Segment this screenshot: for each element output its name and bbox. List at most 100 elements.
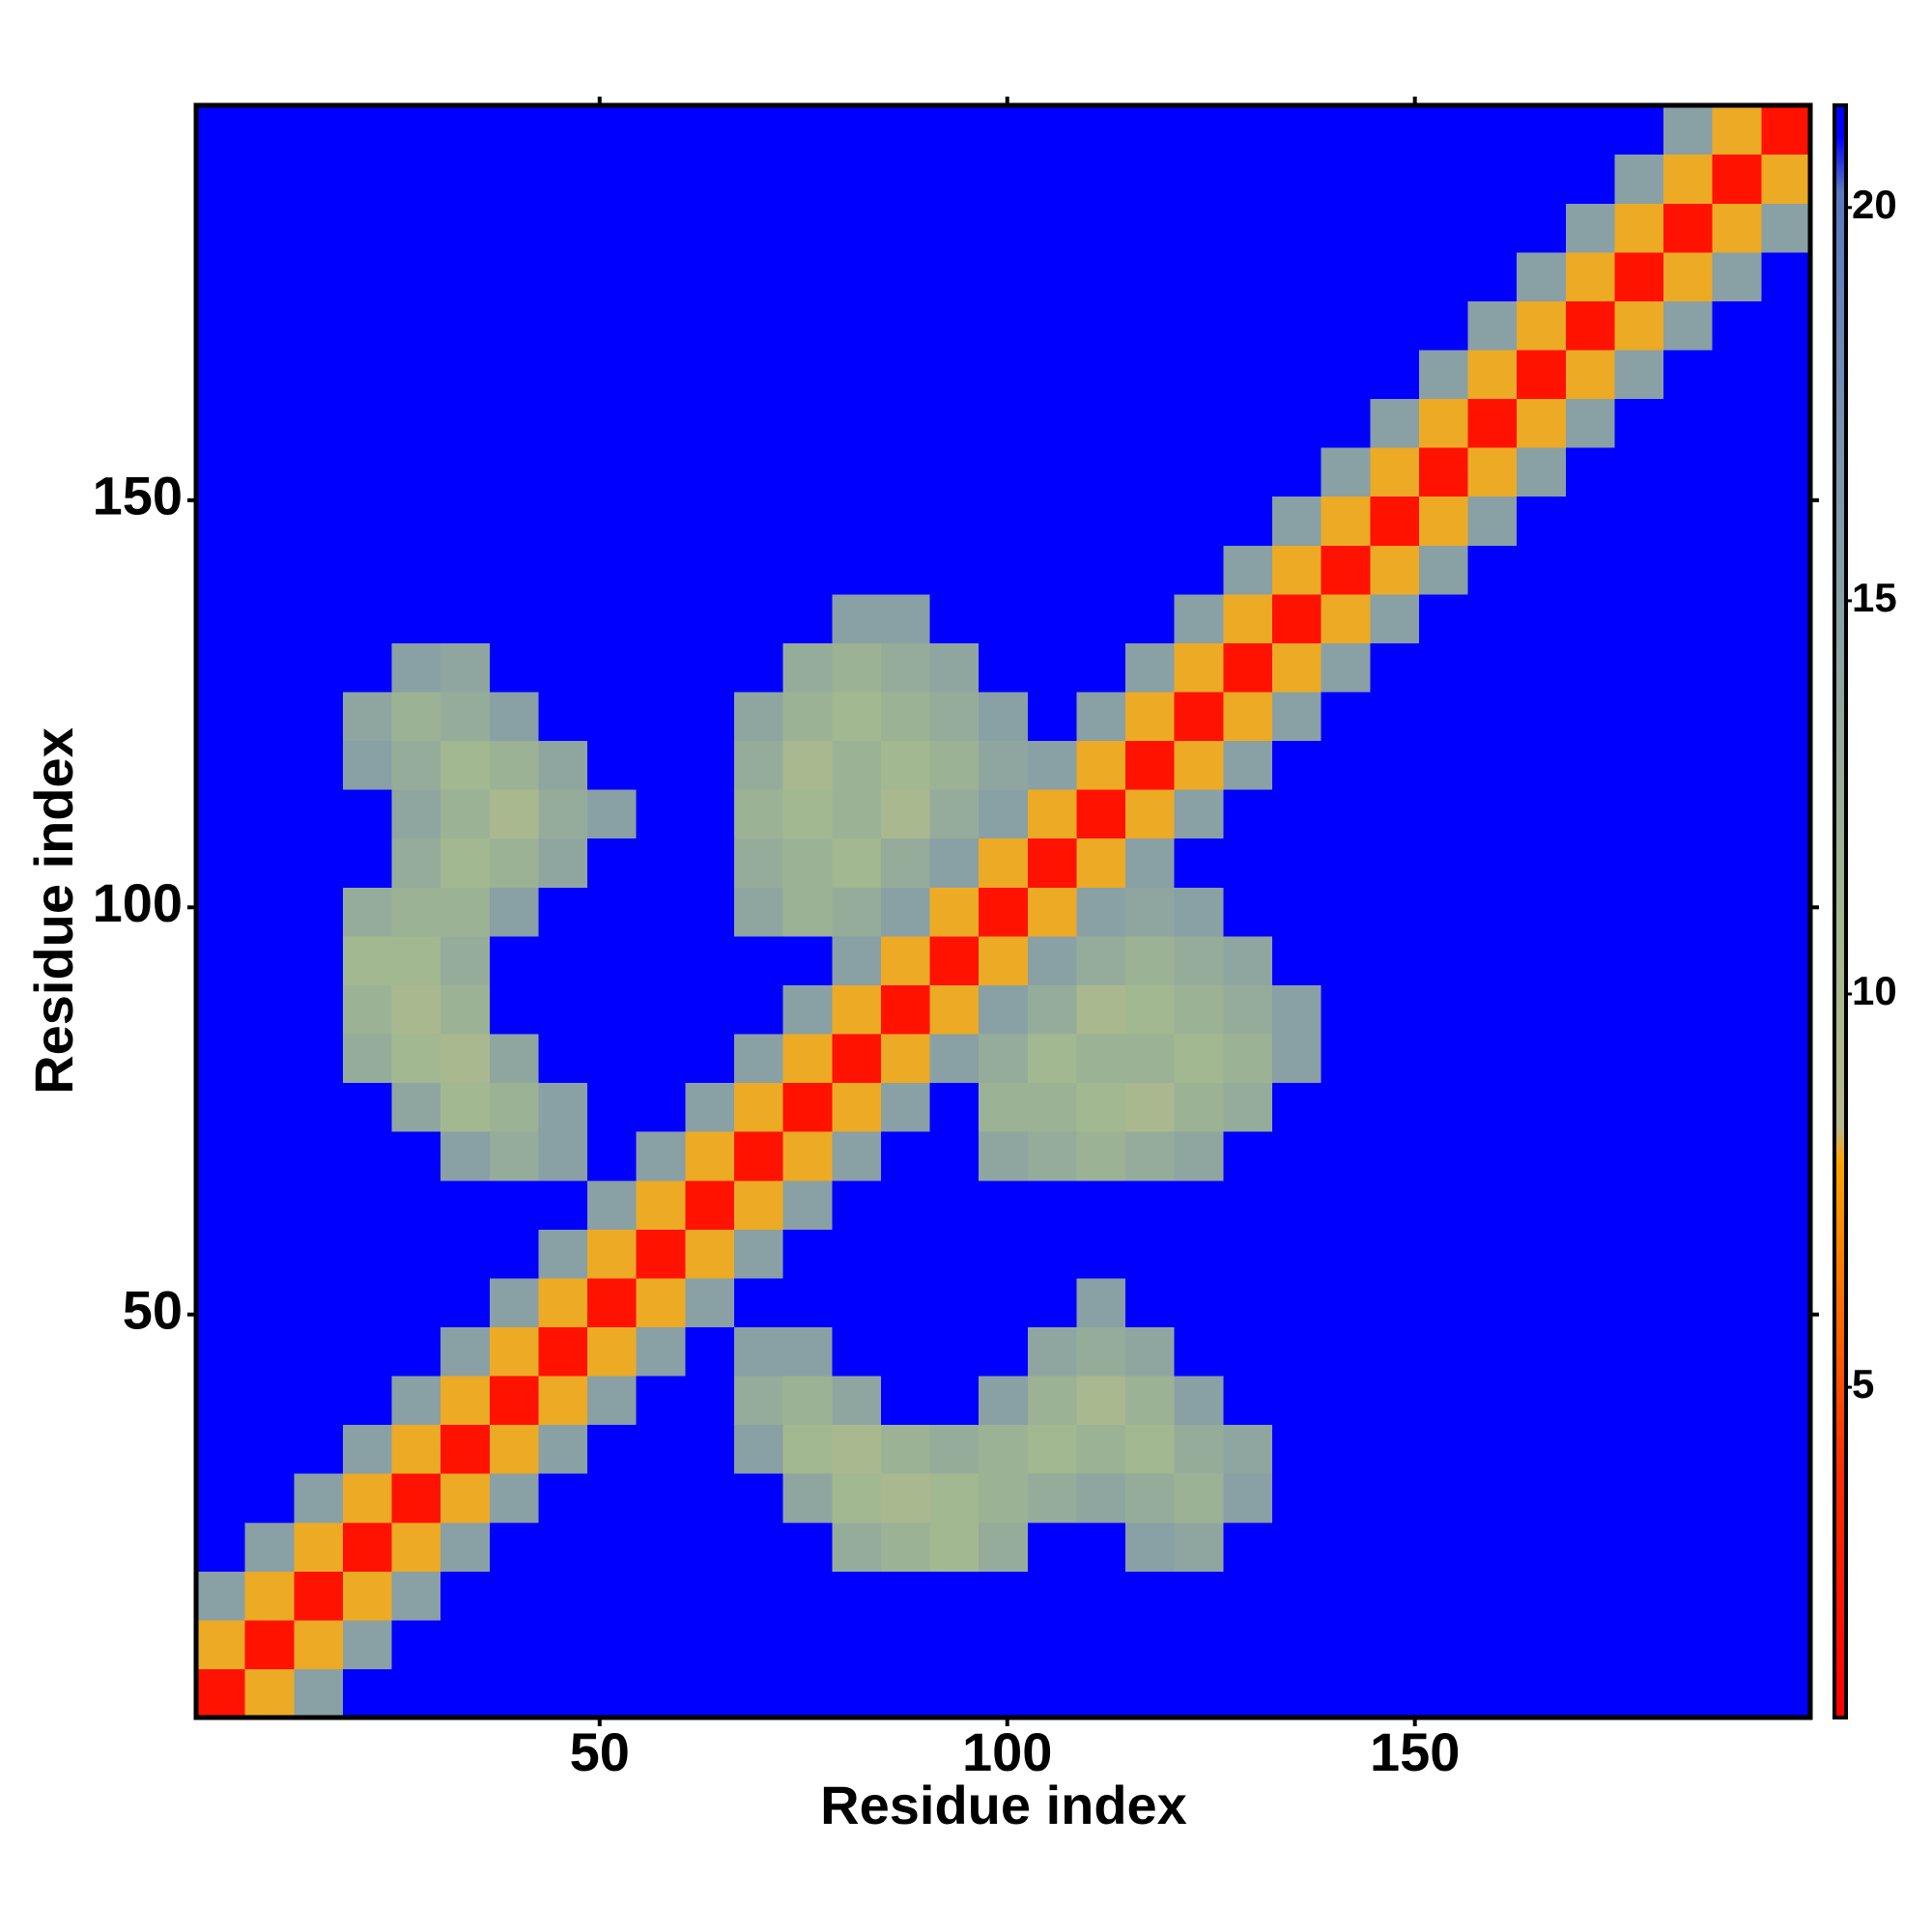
heat-cell <box>587 1619 638 1670</box>
heat-cell <box>734 984 784 1035</box>
heat-cell <box>929 984 980 1035</box>
heat-cell <box>294 447 344 497</box>
heat-cell <box>1272 1131 1322 1181</box>
heat-cell <box>1076 593 1126 643</box>
heat-cell <box>391 789 441 839</box>
heat-cell <box>1565 1326 1616 1377</box>
heat-cell <box>1223 1668 1273 1719</box>
heat-cell <box>979 1277 1029 1327</box>
heat-cell <box>685 593 735 643</box>
heat-cell <box>1663 203 1714 253</box>
heat-cell <box>587 1668 638 1719</box>
heat-cell <box>587 545 638 595</box>
heat-cell <box>244 1571 295 1621</box>
heat-cell <box>1761 398 1811 448</box>
heat-cell <box>342 203 393 253</box>
heat-cell <box>685 1082 735 1132</box>
heat-cell <box>1418 1619 1469 1670</box>
heat-cell <box>1418 1668 1469 1719</box>
heat-cell <box>1663 1131 1714 1181</box>
heat-cell <box>342 1326 393 1377</box>
heat-cell <box>1125 789 1176 839</box>
heat-cell <box>538 740 588 790</box>
heat-cell <box>734 1082 784 1132</box>
heat-cell <box>1467 593 1518 643</box>
heat-cell <box>1663 1424 1714 1474</box>
heat-cell <box>196 1375 246 1426</box>
heat-cell <box>636 593 686 643</box>
heat-cell <box>685 642 735 693</box>
heat-cell <box>1076 1375 1126 1426</box>
heat-cell <box>1027 1424 1078 1474</box>
heat-cell <box>1614 105 1664 156</box>
heat-cell <box>587 1131 638 1181</box>
heat-cell <box>538 1424 588 1474</box>
heat-cell <box>979 398 1029 448</box>
colorbar-tick-label: 20 <box>1852 182 1897 227</box>
heat-cell <box>929 447 980 497</box>
heat-cell <box>1565 1521 1616 1572</box>
heat-cell <box>244 251 295 301</box>
heat-cell <box>1076 1277 1126 1327</box>
heat-cell <box>880 1571 931 1621</box>
heat-cell <box>1370 1668 1420 1719</box>
heat-cell <box>1517 1668 1567 1719</box>
heat-cell <box>1223 1179 1273 1230</box>
heat-cell <box>1565 349 1616 400</box>
heat-cell <box>1467 1668 1518 1719</box>
heat-cell <box>1663 1033 1714 1084</box>
heat-cell <box>1223 1571 1273 1621</box>
heat-cell <box>440 1424 491 1474</box>
heat-cell <box>1272 203 1322 253</box>
heat-cell <box>1565 1179 1616 1230</box>
heat-cell <box>1517 1277 1567 1327</box>
heat-cell <box>1712 1082 1762 1132</box>
heat-cell <box>929 398 980 448</box>
heat-cell <box>979 1326 1029 1377</box>
heat-cell <box>1565 740 1616 790</box>
heat-cell <box>1467 300 1518 351</box>
heat-cell <box>636 984 686 1035</box>
heat-cell <box>1174 691 1224 742</box>
heat-cell <box>685 1619 735 1670</box>
heat-cell <box>1321 984 1371 1035</box>
heat-cell <box>1614 1668 1664 1719</box>
heat-cell <box>294 935 344 985</box>
heat-cell <box>1174 887 1224 937</box>
heat-cell <box>1027 349 1078 400</box>
heat-cell <box>782 642 833 693</box>
heat-cell <box>196 691 246 742</box>
heat-cell <box>1223 593 1273 643</box>
heat-cell <box>1614 203 1664 253</box>
heat-cell <box>979 1668 1029 1719</box>
heat-cell <box>685 1179 735 1230</box>
heat-cell <box>1712 691 1762 742</box>
heat-cell <box>587 887 638 937</box>
heat-cell <box>929 349 980 400</box>
heat-cell <box>1370 1179 1420 1230</box>
heat-cell <box>685 1326 735 1377</box>
heat-cell <box>636 398 686 448</box>
heat-cell <box>734 1229 784 1279</box>
heat-cell <box>538 300 588 351</box>
heat-cell <box>782 1424 833 1474</box>
heat-cell <box>1565 203 1616 253</box>
heat-cell <box>1370 300 1420 351</box>
heat-cell <box>1614 447 1664 497</box>
heat-cell <box>1272 1375 1322 1426</box>
heat-cell <box>1223 1521 1273 1572</box>
heat-cell <box>244 398 295 448</box>
heat-cell <box>636 789 686 839</box>
heat-cell <box>685 496 735 546</box>
heat-cell <box>1027 789 1078 839</box>
heat-cell <box>832 349 882 400</box>
heat-cell <box>294 1375 344 1426</box>
heat-cell <box>489 789 540 839</box>
heat-cell <box>342 1521 393 1572</box>
heat-cell <box>1174 984 1224 1035</box>
heat-cell <box>734 203 784 253</box>
heat-cell <box>196 349 246 400</box>
heat-cell <box>196 496 246 546</box>
heat-cell <box>1712 1033 1762 1084</box>
heat-cell <box>440 984 491 1035</box>
